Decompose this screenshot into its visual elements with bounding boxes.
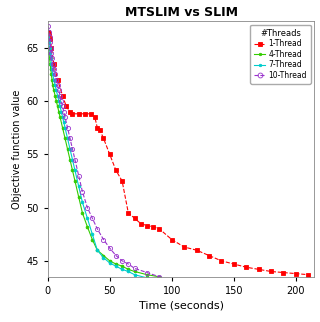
Legend: 1-Thread, 4-Thread, 7-Thread, 10-Thread: 1-Thread, 4-Thread, 7-Thread, 10-Thread (250, 25, 311, 84)
Y-axis label: Objective function value: Objective function value (12, 89, 22, 209)
X-axis label: Time (seconds): Time (seconds) (139, 300, 224, 310)
Title: MTSLIM vs SLIM: MTSLIM vs SLIM (124, 5, 237, 19)
